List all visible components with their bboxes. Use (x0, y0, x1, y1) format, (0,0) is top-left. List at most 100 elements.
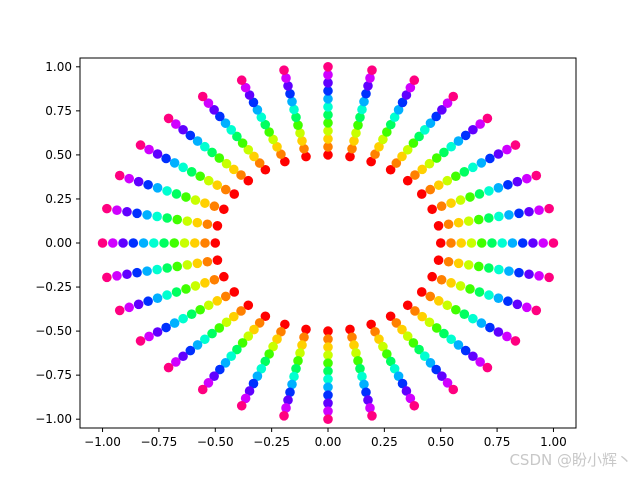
data-point-ray17-4 (172, 261, 183, 272)
data-point-ray4-5 (439, 147, 449, 158)
data-point-ray3-5 (459, 167, 470, 177)
data-point-ray18-11 (114, 305, 125, 316)
data-point-ray9-8 (285, 88, 295, 99)
data-point-ray9-10 (281, 73, 291, 83)
data-point-ray24-3 (323, 350, 333, 360)
data-point-ray31-10 (534, 271, 544, 281)
data-point-ray5-2 (397, 151, 407, 162)
data-point-ray24-0 (323, 326, 333, 336)
data-point-ray26-7 (393, 371, 404, 381)
data-point-ray20-11 (163, 362, 174, 373)
data-point-ray15-8 (132, 208, 142, 219)
data-point-ray1-1 (443, 219, 454, 230)
data-point-ray21-6 (226, 351, 237, 362)
data-point-ray31-5 (484, 263, 494, 273)
data-point-ray7-8 (361, 88, 371, 99)
data-point-ray15-9 (122, 206, 132, 217)
data-point-ray22-3 (268, 341, 278, 352)
data-point-ray0-6 (497, 238, 508, 248)
data-point-ray12-10 (171, 119, 181, 129)
data-point-ray11-7 (220, 118, 231, 128)
data-point-ray27-8 (431, 364, 441, 375)
y-tick-label: 0.00 (45, 236, 72, 250)
data-point-ray10-10 (240, 82, 251, 93)
data-point-ray17-6 (152, 264, 162, 275)
data-point-ray0-5 (487, 238, 497, 248)
data-point-ray31-9 (524, 269, 534, 280)
data-point-ray31-3 (463, 260, 474, 270)
data-point-ray21-1 (254, 318, 265, 328)
data-point-ray30-6 (484, 290, 494, 300)
data-point-ray23-9 (283, 395, 293, 405)
data-point-ray2-1 (436, 201, 447, 212)
data-point-ray30-11 (531, 305, 542, 316)
data-point-ray7-10 (365, 73, 375, 83)
data-point-ray15-10 (112, 205, 122, 215)
data-point-ray29-5 (459, 309, 470, 319)
data-point-ray2-8 (503, 179, 513, 190)
data-point-ray13-1 (220, 184, 231, 195)
data-point-ray16-1 (200, 238, 210, 248)
data-point-ray29-4 (451, 304, 461, 315)
data-point-ray10-1 (276, 149, 286, 160)
data-point-ray9-4 (293, 120, 303, 130)
data-point-ray4-4 (431, 153, 442, 163)
data-point-ray13-8 (161, 153, 171, 164)
data-point-ray8-11 (323, 62, 333, 72)
data-point-ray19-6 (178, 313, 188, 324)
data-point-ray11-4 (237, 138, 248, 148)
y-tick-label: 0.75 (45, 104, 72, 118)
data-point-ray15-11 (102, 203, 112, 214)
data-point-ray15-3 (182, 216, 193, 226)
data-point-ray21-8 (215, 364, 225, 375)
data-point-ray0-9 (528, 238, 538, 248)
data-point-ray3-1 (425, 184, 436, 195)
data-point-ray8-5 (323, 110, 333, 120)
data-point-ray1-6 (494, 211, 504, 222)
data-point-ray0-1 (446, 238, 456, 248)
data-point-ray24-10 (323, 406, 333, 416)
data-point-ray19-11 (135, 336, 146, 346)
data-point-ray12-1 (236, 170, 246, 180)
data-point-ray23-10 (281, 403, 291, 413)
data-point-ray27-7 (425, 358, 436, 368)
data-point-ray9-2 (297, 136, 307, 146)
data-point-ray6-5 (385, 119, 396, 130)
data-point-ray18-10 (124, 302, 134, 313)
data-point-ray8-0 (323, 150, 333, 160)
data-point-ray26-4 (382, 349, 392, 359)
data-point-ray8-4 (323, 118, 333, 128)
data-point-ray5-11 (448, 91, 459, 102)
data-point-ray14-7 (152, 183, 163, 193)
data-point-ray18-3 (190, 281, 201, 291)
data-point-ray15-1 (202, 219, 213, 230)
data-point-ray6-11 (409, 75, 420, 86)
data-point-ray4-1 (410, 170, 420, 180)
data-point-ray16-0 (210, 238, 221, 248)
data-point-ray20-2 (229, 311, 239, 322)
data-point-ray20-0 (243, 300, 254, 311)
data-point-ray14-3 (190, 195, 201, 205)
data-point-ray17-8 (132, 267, 142, 278)
data-point-ray5-8 (431, 111, 441, 122)
data-point-ray1-2 (453, 217, 464, 228)
data-point-ray15-0 (212, 221, 223, 231)
data-point-ray30-5 (474, 287, 485, 297)
data-point-ray26-5 (385, 356, 396, 367)
data-point-ray6-3 (378, 134, 388, 145)
data-point-ray28-11 (482, 362, 493, 373)
data-point-ray17-0 (212, 255, 223, 265)
data-point-ray19-1 (220, 291, 231, 302)
data-point-ray27-5 (414, 344, 424, 355)
data-point-ray12-7 (192, 136, 203, 146)
data-point-ray21-4 (237, 338, 248, 348)
data-point-ray7-7 (359, 96, 369, 107)
data-point-ray30-0 (427, 271, 437, 282)
data-point-ray13-2 (212, 180, 223, 190)
data-point-ray6-1 (370, 149, 380, 160)
x-tick-label: 0.00 (315, 435, 342, 449)
data-point-ray12-5 (207, 147, 217, 158)
data-point-ray28-6 (446, 334, 456, 345)
data-point-ray22-7 (252, 371, 263, 381)
data-point-ray5-10 (442, 98, 453, 108)
